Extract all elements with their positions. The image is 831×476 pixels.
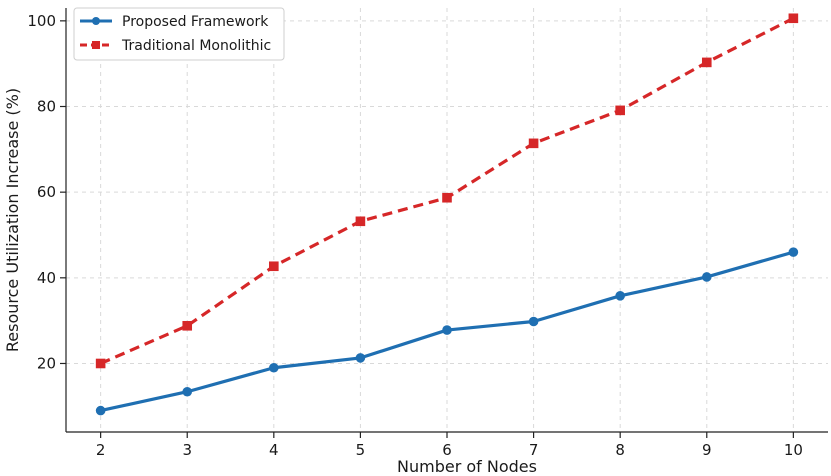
series-proposed bbox=[95, 247, 799, 416]
y-tick-label: 100 bbox=[27, 12, 56, 30]
data-point bbox=[182, 320, 193, 331]
data-point bbox=[701, 57, 712, 68]
data-point bbox=[442, 192, 452, 203]
legend-marker-traditional bbox=[92, 41, 100, 49]
y-tick-label: 40 bbox=[37, 269, 56, 287]
x-axis-label: Number of Nodes bbox=[397, 457, 537, 476]
series bbox=[95, 13, 799, 416]
legend-label-traditional: Traditional Monolithic bbox=[121, 38, 271, 54]
data-point bbox=[615, 105, 625, 116]
data-point bbox=[528, 316, 539, 327]
x-tick-label: 9 bbox=[702, 441, 712, 459]
legend-item-traditional: Traditional Monolithic bbox=[80, 38, 271, 54]
x-tick-label: 5 bbox=[356, 441, 366, 459]
x-tick-label: 10 bbox=[784, 441, 803, 459]
legend-item-proposed: Proposed Framework bbox=[80, 14, 269, 30]
data-point bbox=[355, 216, 366, 227]
x-tick-label: 8 bbox=[615, 441, 625, 459]
y-tick-label: 20 bbox=[37, 354, 56, 372]
data-point bbox=[95, 405, 106, 416]
data-point bbox=[269, 362, 279, 373]
data-point bbox=[615, 291, 625, 301]
legend-label-proposed: Proposed Framework bbox=[122, 14, 269, 30]
x-tick-label: 3 bbox=[182, 441, 192, 459]
legend-marker-proposed bbox=[92, 17, 100, 25]
y-tick-label: 60 bbox=[37, 183, 56, 201]
data-point bbox=[442, 325, 452, 335]
y-tick-label: 80 bbox=[37, 98, 56, 116]
data-point bbox=[355, 353, 366, 363]
x-tick-label: 7 bbox=[529, 441, 539, 459]
y-ticks: 20 40 60 80 100 bbox=[27, 12, 66, 372]
data-point bbox=[701, 272, 712, 282]
grid bbox=[66, 8, 828, 432]
x-tick-label: 2 bbox=[96, 441, 106, 459]
data-point bbox=[95, 358, 106, 369]
data-point bbox=[182, 386, 193, 397]
legend-box bbox=[73, 7, 285, 61]
data-point bbox=[788, 13, 799, 24]
data-point bbox=[269, 261, 279, 272]
x-ticks: 2 3 4 5 6 7 8 9 10 bbox=[96, 432, 803, 459]
data-point bbox=[528, 138, 539, 149]
x-tick-label: 6 bbox=[442, 441, 452, 459]
legend: Proposed Framework Traditional Monolithi… bbox=[73, 7, 285, 61]
series-line bbox=[99, 16, 795, 365]
series-traditional bbox=[95, 13, 799, 369]
data-point bbox=[788, 247, 799, 257]
y-axis-label: Resource Utilization Increase (%) bbox=[3, 88, 22, 352]
x-tick-label: 4 bbox=[269, 441, 279, 459]
